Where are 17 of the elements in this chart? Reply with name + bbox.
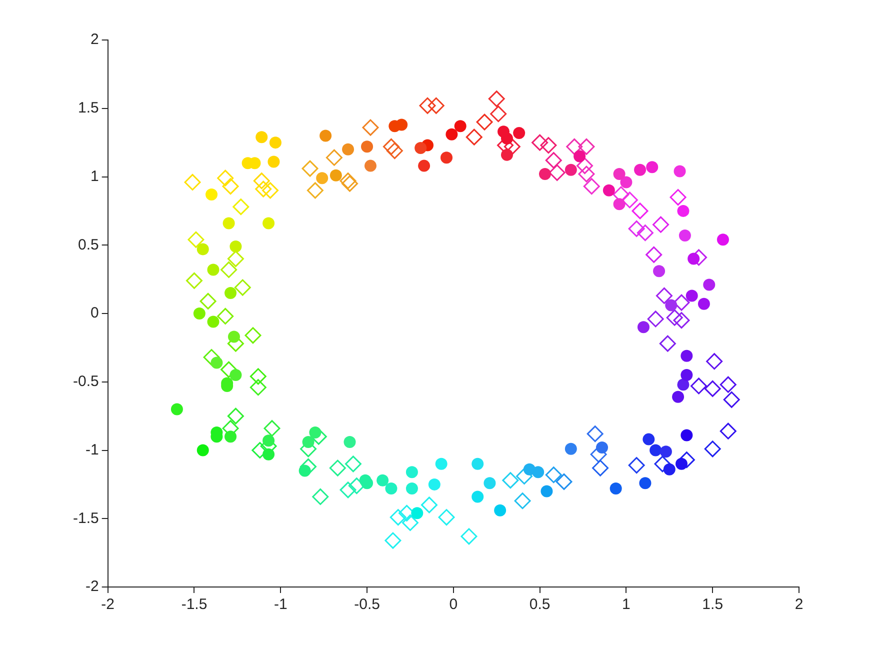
x-tick-label: 1.5 (702, 596, 724, 614)
x-tick-label: -0.5 (354, 596, 380, 614)
y-tick-label: -2 (86, 578, 99, 596)
y-tick-label: -1 (86, 441, 99, 458)
x-tick-label: 0 (449, 596, 458, 614)
y-tick-label: 0 (90, 304, 99, 322)
x-tick-label: 1 (622, 596, 630, 614)
y-tick-label: 1.5 (78, 100, 99, 117)
x-tick-label: -1 (274, 596, 288, 614)
x-tick-label: 0.5 (529, 596, 550, 614)
x-tick-label: -1.5 (181, 596, 208, 614)
y-tick-label: 1 (90, 168, 99, 185)
x-tick-label: 2 (794, 596, 804, 614)
y-tick-label: -1.5 (72, 510, 99, 527)
y-tick-label: -0.5 (72, 373, 99, 390)
y-tick-label: 0.5 (78, 236, 99, 254)
y-tick-label: 2 (90, 31, 99, 48)
